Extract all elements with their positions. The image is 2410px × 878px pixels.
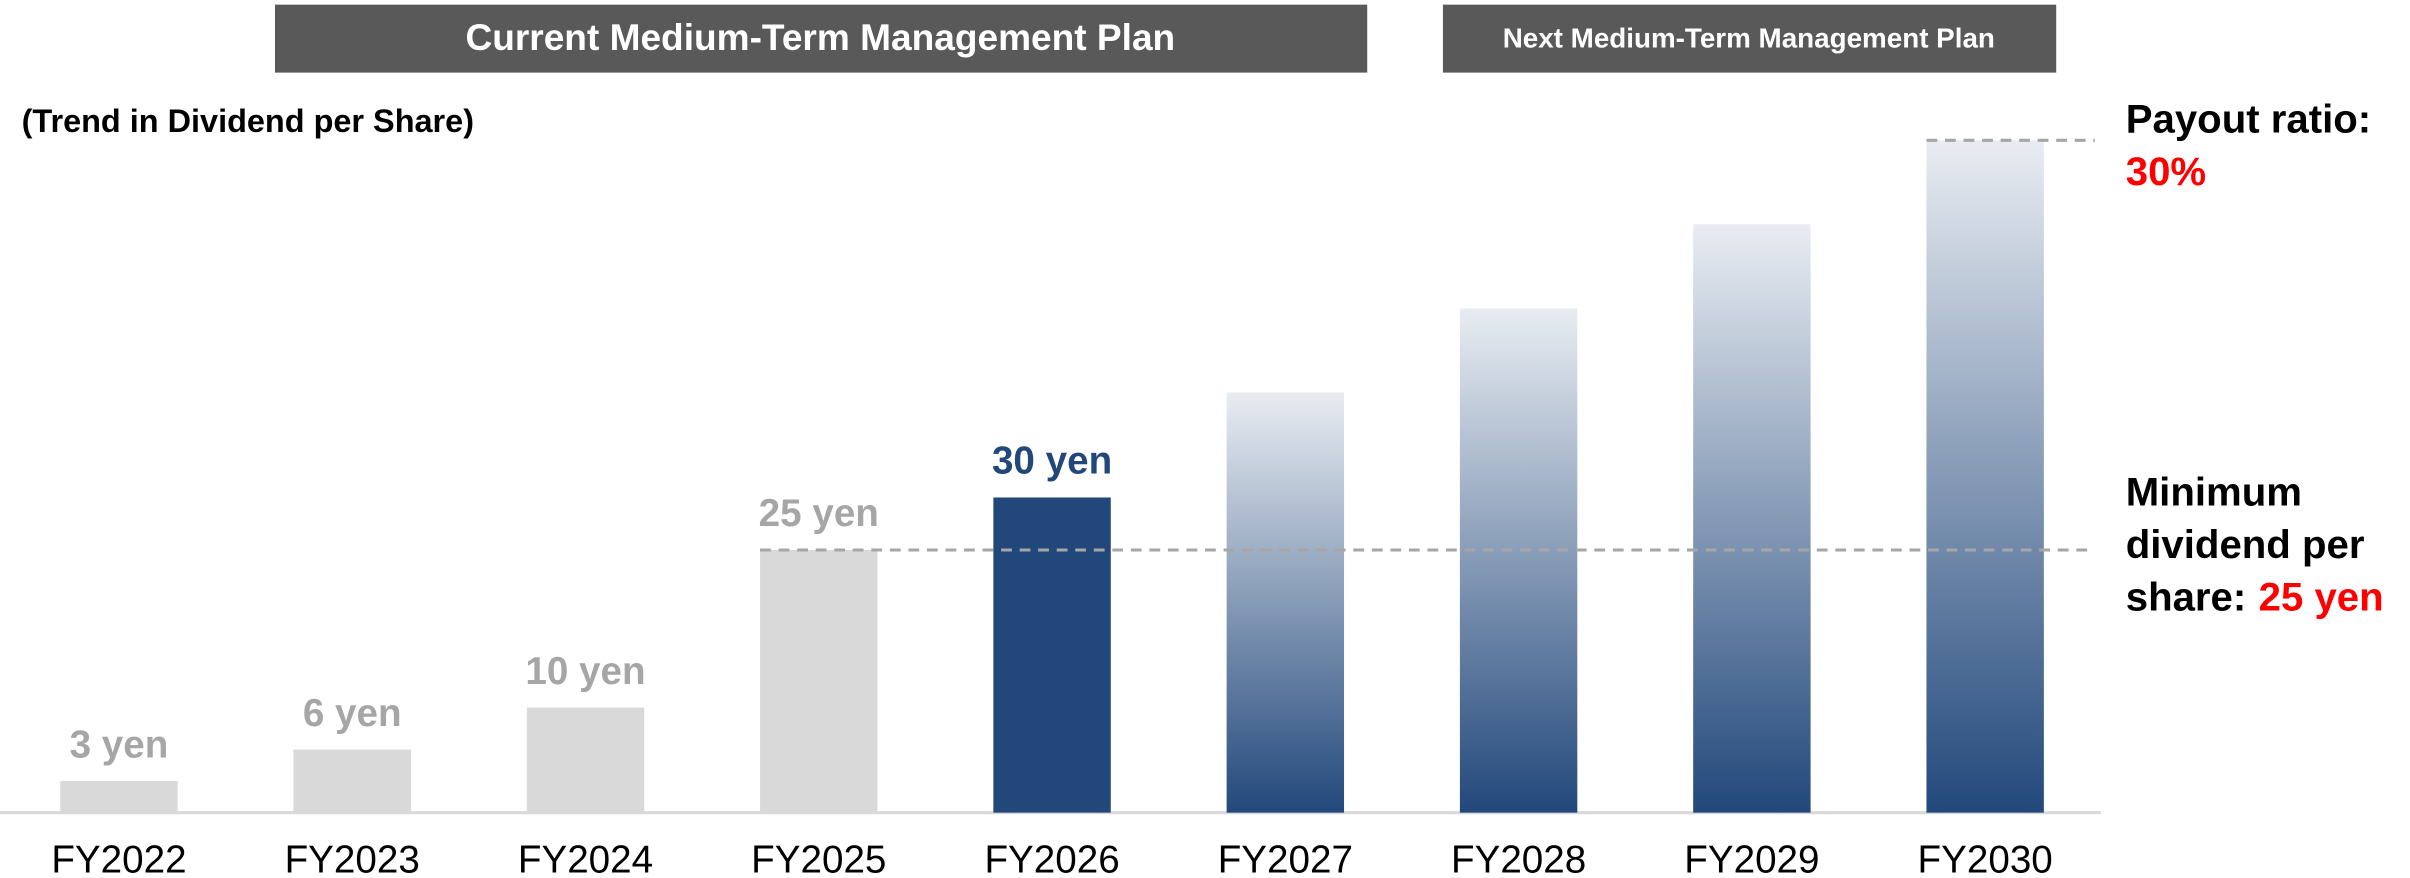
x-tick-label: FY2022 [51,838,186,878]
header: Current Medium-Term Management Plan [465,16,1175,58]
annotation-text: Payout ratio: [2126,96,2371,141]
bar [1693,224,1811,813]
x-tick-label: FY2028 [1451,838,1586,878]
data-label: 25 yen [759,492,879,535]
x-tick-label: FY2023 [285,838,420,878]
annotation-highlight: 25 yen [2259,574,2384,619]
annotation-text: dividend per [2126,522,2365,567]
annotation-text: share: [2126,574,2247,619]
annotation: Minimum [2126,469,2302,514]
data-label: 3 yen [70,723,169,766]
annotation-text: Minimum [2126,469,2302,514]
bar [760,550,878,813]
x-tick-label: FY2025 [751,838,886,878]
bar [993,497,1111,813]
x-tick-label: FY2024 [518,838,653,878]
bar [526,707,645,813]
data-label: 6 yen [303,692,402,735]
header-box [274,4,1368,73]
bar [1459,308,1578,813]
x-tick-label: FY2029 [1684,838,1819,878]
bar [60,781,178,813]
annotation: share: 25 yen [2126,574,2384,619]
annotation-highlight: 30% [2126,149,2206,194]
data-label: 10 yen [525,650,645,693]
bar [293,749,411,813]
header: Next Medium-Term Management Plan [1503,23,1995,54]
data-label: 30 yen [992,440,1112,483]
subtitle: (Trend in Dividend per Share) [22,103,474,139]
annotation: Payout ratio: [2126,96,2371,141]
bar [1926,140,2044,813]
annotation: dividend per [2126,522,2365,567]
x-tick-label: FY2027 [1218,838,1353,878]
x-tick-label: FY2030 [1918,838,2053,878]
header-box [1442,4,2057,73]
x-tick-label: FY2026 [984,838,1119,878]
bar [1226,392,1345,813]
